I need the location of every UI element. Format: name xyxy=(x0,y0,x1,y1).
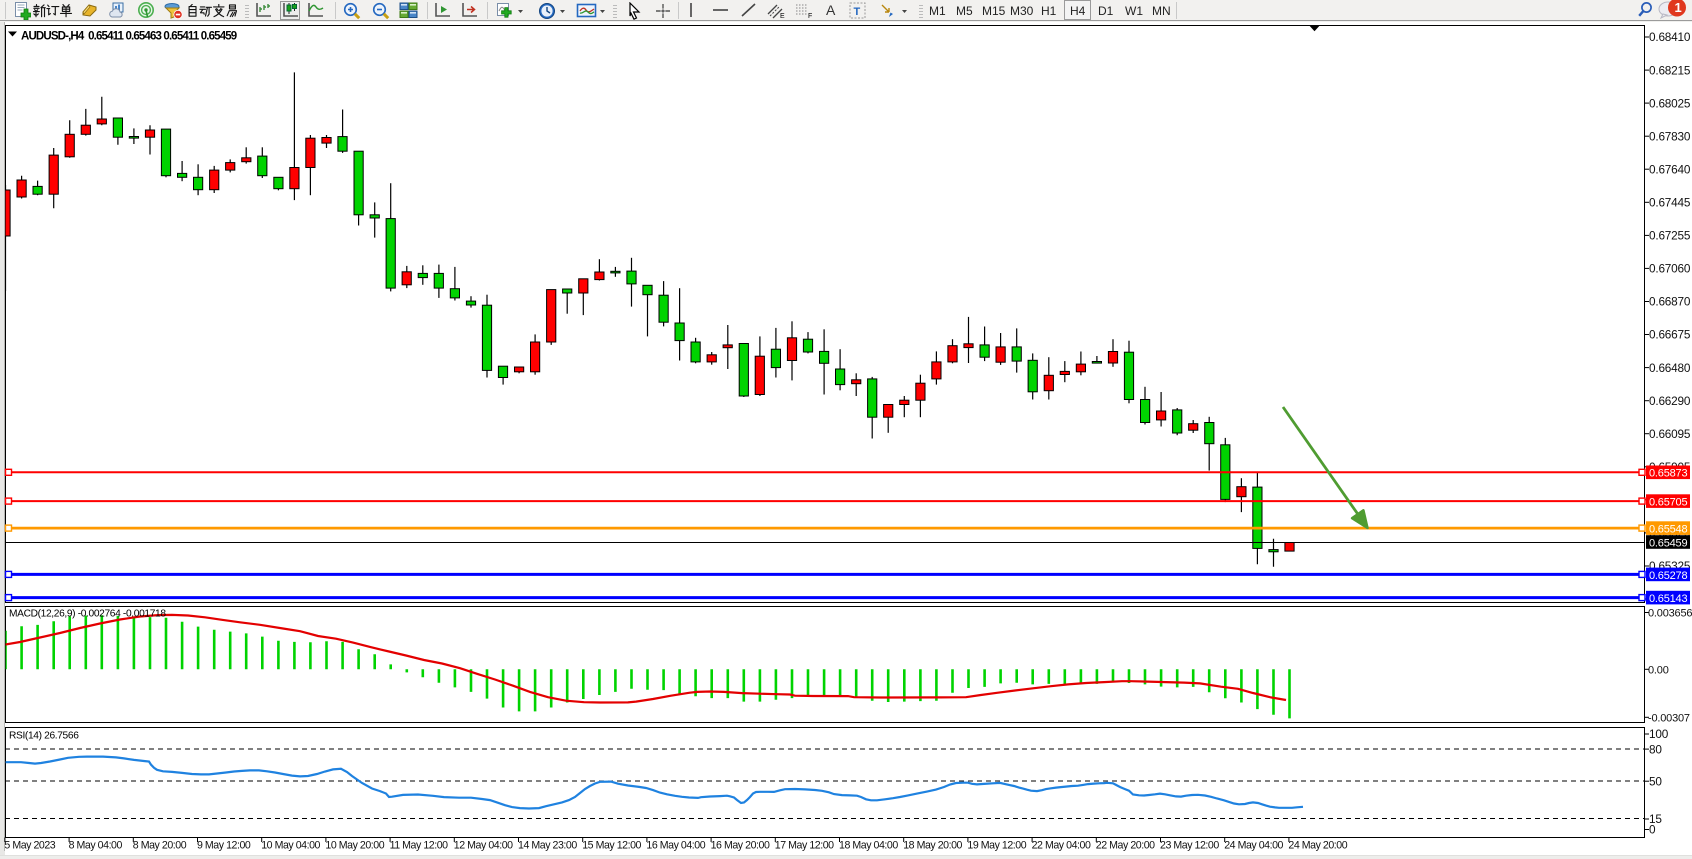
svg-text:F: F xyxy=(808,13,812,20)
svg-text:10 May 04:00: 10 May 04:00 xyxy=(261,840,320,852)
svg-text:0.68025: 0.68025 xyxy=(1649,96,1691,110)
svg-text:0.65705: 0.65705 xyxy=(1649,497,1687,509)
svg-text:0.65873: 0.65873 xyxy=(1649,468,1687,480)
svg-text:0.65459: 0.65459 xyxy=(1649,537,1687,549)
svg-text:9 May 12:00: 9 May 12:00 xyxy=(197,840,251,852)
svg-text:0.65278: 0.65278 xyxy=(1649,570,1687,582)
svg-text:0.67445: 0.67445 xyxy=(1649,196,1691,210)
svg-text:E: E xyxy=(780,13,785,20)
svg-text:24 May 04:00: 24 May 04:00 xyxy=(1224,840,1283,852)
svg-text:11 May 12:00: 11 May 12:00 xyxy=(390,840,449,852)
svg-text:0.67640: 0.67640 xyxy=(1649,162,1691,176)
svg-text:24 May 20:00: 24 May 20:00 xyxy=(1288,840,1347,852)
svg-text:0.65548: 0.65548 xyxy=(1649,524,1687,536)
svg-text:12 May 04:00: 12 May 04:00 xyxy=(454,840,513,852)
svg-text:MACD(12,26,9) -0.002764 -0.001: MACD(12,26,9) -0.002764 -0.001718 xyxy=(9,609,166,620)
svg-text:0.66290: 0.66290 xyxy=(1649,394,1691,408)
svg-text:0.66480: 0.66480 xyxy=(1649,361,1691,375)
svg-text:100: 100 xyxy=(1649,727,1669,741)
svg-text:10 May 20:00: 10 May 20:00 xyxy=(325,840,384,852)
svg-text:1: 1 xyxy=(1675,0,1682,15)
svg-text:22 May 04:00: 22 May 04:00 xyxy=(1032,840,1091,852)
svg-text:0.66095: 0.66095 xyxy=(1649,427,1691,441)
svg-text:15 May 12:00: 15 May 12:00 xyxy=(582,840,641,852)
svg-text:0.66870: 0.66870 xyxy=(1649,295,1691,309)
svg-text:0.003656: 0.003656 xyxy=(1648,608,1692,620)
svg-text:0.68215: 0.68215 xyxy=(1649,63,1691,77)
svg-text:0: 0 xyxy=(1649,823,1656,837)
svg-text:23 May 12:00: 23 May 12:00 xyxy=(1160,840,1219,852)
svg-text:0.65143: 0.65143 xyxy=(1649,593,1687,605)
svg-text:T: T xyxy=(854,6,861,18)
svg-text:19 May 12:00: 19 May 12:00 xyxy=(967,840,1026,852)
svg-text:0.67830: 0.67830 xyxy=(1649,129,1691,143)
svg-text:16 May 04:00: 16 May 04:00 xyxy=(646,840,705,852)
svg-text:AUDUSD-,H4 0.65411 0.65463 0.: AUDUSD-,H4 0.65411 0.65463 0.65411 0.654… xyxy=(21,31,237,43)
svg-text:14 May 23:00: 14 May 23:00 xyxy=(518,840,577,852)
svg-text:8 May 20:00: 8 May 20:00 xyxy=(133,840,187,852)
svg-text:15: 15 xyxy=(1649,812,1662,826)
svg-text:80: 80 xyxy=(1649,742,1662,756)
svg-text:18 May 20:00: 18 May 20:00 xyxy=(903,840,962,852)
svg-text:8 May 04:00: 8 May 04:00 xyxy=(69,840,123,852)
svg-text:0.67255: 0.67255 xyxy=(1649,229,1691,243)
svg-text:22 May 20:00: 22 May 20:00 xyxy=(1096,840,1155,852)
svg-text:0.67060: 0.67060 xyxy=(1649,262,1691,276)
svg-text:0.68410: 0.68410 xyxy=(1649,30,1691,44)
svg-text:16 May 20:00: 16 May 20:00 xyxy=(711,840,770,852)
svg-text:0.00: 0.00 xyxy=(1648,665,1669,677)
svg-text:17 May 12:00: 17 May 12:00 xyxy=(775,840,834,852)
svg-text:0.66675: 0.66675 xyxy=(1649,328,1691,342)
svg-text:50: 50 xyxy=(1649,774,1662,788)
svg-text:RSI(14) 26.7566: RSI(14) 26.7566 xyxy=(9,731,79,742)
svg-text:-0.00307: -0.00307 xyxy=(1648,713,1690,725)
svg-text:18 May 04:00: 18 May 04:00 xyxy=(839,840,898,852)
svg-text:5 May 2023: 5 May 2023 xyxy=(4,840,55,852)
